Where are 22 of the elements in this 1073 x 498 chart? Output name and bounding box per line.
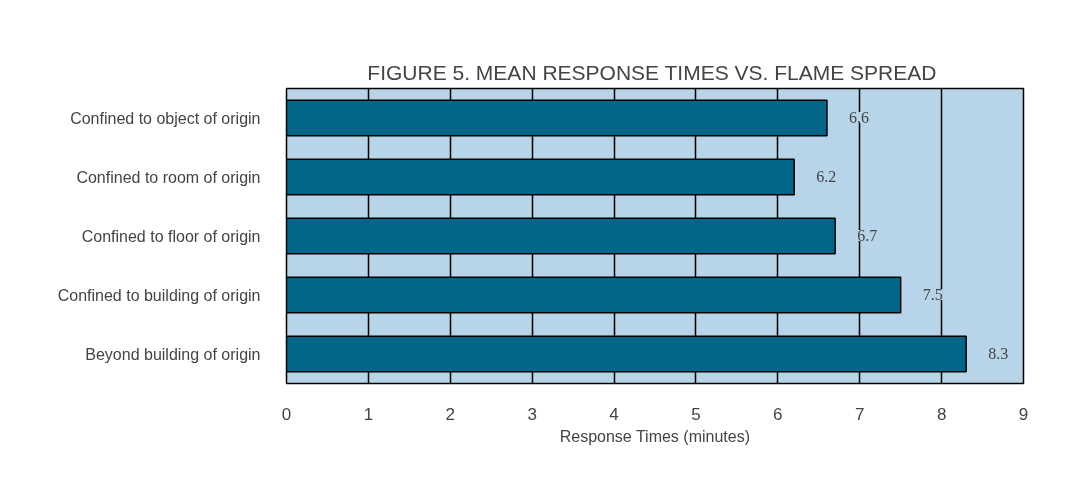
x-tick-label: 4: [609, 404, 619, 424]
data-label: 6.7: [857, 227, 878, 244]
y-tick-label: Confined to floor of origin: [81, 227, 261, 245]
x-tick-label: 8: [936, 404, 947, 424]
x-tick-label: 5: [691, 404, 701, 424]
x-tick-label: 2: [445, 404, 456, 424]
data-label: 6.2: [816, 168, 837, 185]
chart-title: FIGURE 5. MEAN RESPONSE TIMES VS. FLAME SPREAD: [367, 60, 937, 84]
x-tick-label: 7: [854, 404, 865, 424]
x-tick-label: 1: [363, 404, 374, 424]
y-tick-label: Confined to building of origin: [57, 286, 261, 304]
data-label: 8.3: [988, 345, 1009, 362]
y-tick-label: Beyond building of origin: [85, 345, 261, 363]
data-label: 6.6: [848, 109, 869, 126]
y-tick-label: Confined to object of origin: [70, 109, 261, 127]
y-tick-label: Confined to room of origin: [76, 168, 261, 186]
x-tick-label: 9: [1018, 404, 1029, 424]
data-label: 7.5: [922, 286, 943, 303]
x-axis-title: Response Times (minutes): [559, 427, 751, 445]
x-tick-label: 3: [527, 404, 537, 424]
x-tick-label: 6: [773, 404, 783, 424]
x-tick-label: 0: [281, 404, 292, 424]
